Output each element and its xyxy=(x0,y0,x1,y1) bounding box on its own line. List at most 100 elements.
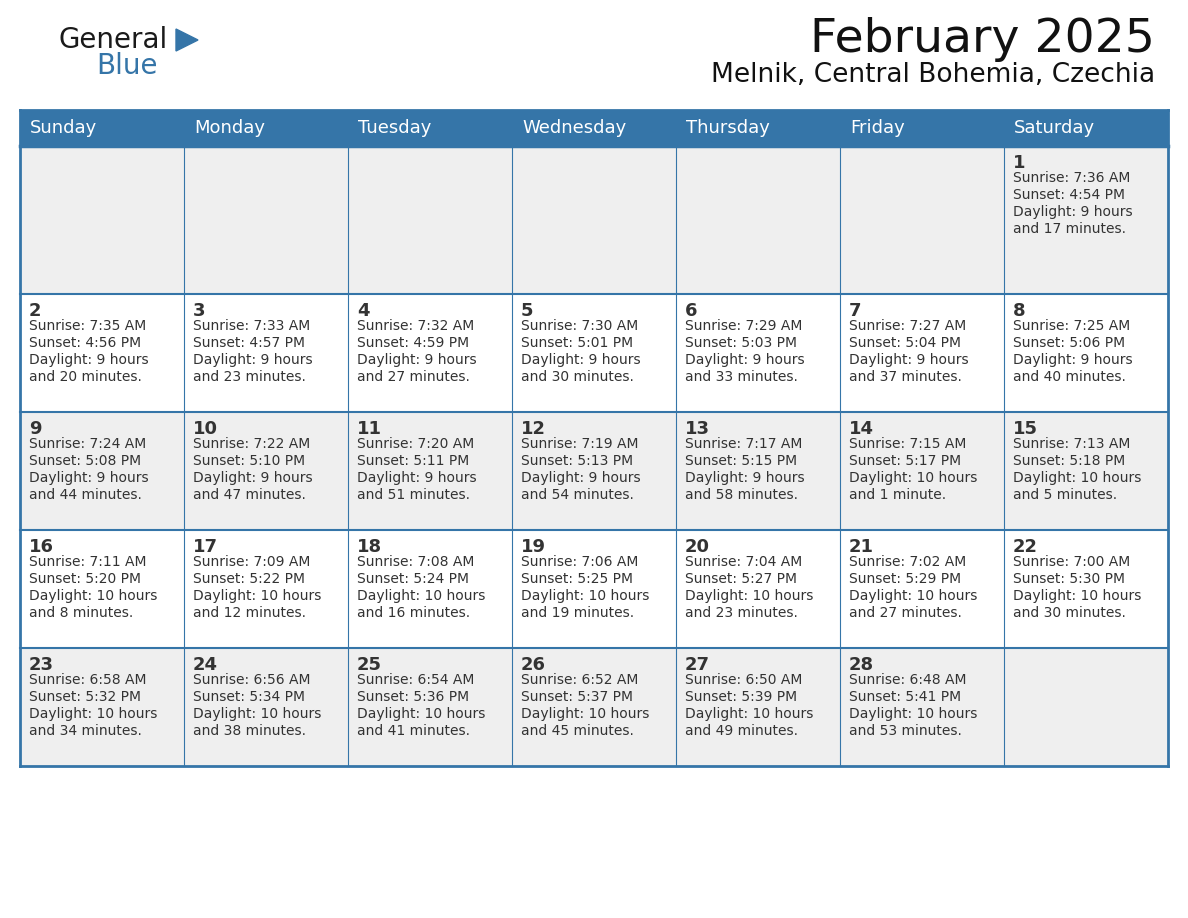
Text: and 38 minutes.: and 38 minutes. xyxy=(192,724,307,738)
Text: Daylight: 9 hours: Daylight: 9 hours xyxy=(29,353,148,367)
Text: Sunset: 5:39 PM: Sunset: 5:39 PM xyxy=(685,690,797,704)
Bar xyxy=(348,412,512,530)
Text: Sunset: 5:15 PM: Sunset: 5:15 PM xyxy=(685,454,797,468)
Text: Sunset: 5:04 PM: Sunset: 5:04 PM xyxy=(849,336,961,350)
Text: Saturday: Saturday xyxy=(1015,119,1095,137)
Bar xyxy=(512,412,676,530)
Text: and 5 minutes.: and 5 minutes. xyxy=(1013,488,1117,502)
Text: Sunset: 4:56 PM: Sunset: 4:56 PM xyxy=(29,336,141,350)
Text: Friday: Friday xyxy=(849,119,905,137)
Text: Sunset: 4:59 PM: Sunset: 4:59 PM xyxy=(358,336,469,350)
Text: Daylight: 10 hours: Daylight: 10 hours xyxy=(849,589,978,603)
Bar xyxy=(1004,412,1168,530)
Text: Sunset: 5:29 PM: Sunset: 5:29 PM xyxy=(849,572,961,586)
Text: Sunset: 5:36 PM: Sunset: 5:36 PM xyxy=(358,690,469,704)
Text: Sunset: 5:22 PM: Sunset: 5:22 PM xyxy=(192,572,305,586)
Text: Daylight: 10 hours: Daylight: 10 hours xyxy=(358,589,486,603)
Text: 22: 22 xyxy=(1013,538,1038,556)
Bar xyxy=(676,412,840,530)
Text: Sunset: 5:03 PM: Sunset: 5:03 PM xyxy=(685,336,797,350)
Text: Sunrise: 6:54 AM: Sunrise: 6:54 AM xyxy=(358,673,474,687)
Text: Sunset: 5:20 PM: Sunset: 5:20 PM xyxy=(29,572,141,586)
Text: Sunrise: 6:52 AM: Sunrise: 6:52 AM xyxy=(522,673,638,687)
Text: Sunset: 5:37 PM: Sunset: 5:37 PM xyxy=(522,690,633,704)
Bar xyxy=(1004,530,1168,648)
Bar xyxy=(184,648,348,766)
Text: Daylight: 9 hours: Daylight: 9 hours xyxy=(685,353,804,367)
Text: 25: 25 xyxy=(358,656,383,674)
Bar xyxy=(676,648,840,766)
Text: Sunrise: 7:00 AM: Sunrise: 7:00 AM xyxy=(1013,555,1130,569)
Bar xyxy=(20,294,184,412)
Text: 24: 24 xyxy=(192,656,219,674)
Text: and 23 minutes.: and 23 minutes. xyxy=(192,370,305,384)
Text: Daylight: 10 hours: Daylight: 10 hours xyxy=(849,471,978,485)
Text: Sunrise: 7:06 AM: Sunrise: 7:06 AM xyxy=(522,555,638,569)
Text: and 34 minutes.: and 34 minutes. xyxy=(29,724,141,738)
Text: Daylight: 9 hours: Daylight: 9 hours xyxy=(685,471,804,485)
Text: Daylight: 10 hours: Daylight: 10 hours xyxy=(29,707,157,721)
Text: Daylight: 9 hours: Daylight: 9 hours xyxy=(849,353,968,367)
Text: Sunrise: 7:08 AM: Sunrise: 7:08 AM xyxy=(358,555,474,569)
Bar xyxy=(1004,146,1168,294)
Text: 9: 9 xyxy=(29,420,42,438)
Text: and 20 minutes.: and 20 minutes. xyxy=(29,370,141,384)
Text: Sunrise: 6:58 AM: Sunrise: 6:58 AM xyxy=(29,673,146,687)
Text: 21: 21 xyxy=(849,538,874,556)
Bar xyxy=(676,294,840,412)
Text: Daylight: 10 hours: Daylight: 10 hours xyxy=(849,707,978,721)
Text: and 49 minutes.: and 49 minutes. xyxy=(685,724,798,738)
Text: Sunset: 5:13 PM: Sunset: 5:13 PM xyxy=(522,454,633,468)
Text: Wednesday: Wednesday xyxy=(522,119,626,137)
Bar xyxy=(512,648,676,766)
Text: Sunset: 5:18 PM: Sunset: 5:18 PM xyxy=(1013,454,1125,468)
Text: 23: 23 xyxy=(29,656,53,674)
Text: and 37 minutes.: and 37 minutes. xyxy=(849,370,962,384)
Text: Sunrise: 7:30 AM: Sunrise: 7:30 AM xyxy=(522,319,638,333)
Text: 11: 11 xyxy=(358,420,383,438)
Text: Daylight: 10 hours: Daylight: 10 hours xyxy=(522,589,650,603)
Text: Sunrise: 7:04 AM: Sunrise: 7:04 AM xyxy=(685,555,802,569)
Text: 19: 19 xyxy=(522,538,546,556)
Text: Daylight: 9 hours: Daylight: 9 hours xyxy=(29,471,148,485)
Text: 3: 3 xyxy=(192,302,206,320)
Text: Daylight: 10 hours: Daylight: 10 hours xyxy=(685,589,814,603)
Bar xyxy=(840,412,1004,530)
Text: and 40 minutes.: and 40 minutes. xyxy=(1013,370,1126,384)
Text: Daylight: 9 hours: Daylight: 9 hours xyxy=(1013,205,1132,219)
Text: Sunrise: 7:17 AM: Sunrise: 7:17 AM xyxy=(685,437,802,451)
Polygon shape xyxy=(176,29,198,51)
Bar xyxy=(20,412,184,530)
Bar xyxy=(348,648,512,766)
Text: and 8 minutes.: and 8 minutes. xyxy=(29,606,133,620)
Text: 18: 18 xyxy=(358,538,383,556)
Bar xyxy=(1004,294,1168,412)
Text: Daylight: 9 hours: Daylight: 9 hours xyxy=(522,353,640,367)
Text: Daylight: 9 hours: Daylight: 9 hours xyxy=(192,471,312,485)
Text: General: General xyxy=(58,26,168,54)
Text: and 53 minutes.: and 53 minutes. xyxy=(849,724,962,738)
Text: 4: 4 xyxy=(358,302,369,320)
Text: 26: 26 xyxy=(522,656,546,674)
Text: 10: 10 xyxy=(192,420,219,438)
Bar xyxy=(512,294,676,412)
Text: and 33 minutes.: and 33 minutes. xyxy=(685,370,798,384)
Text: and 47 minutes.: and 47 minutes. xyxy=(192,488,305,502)
Bar xyxy=(676,146,840,294)
Bar xyxy=(20,110,1168,146)
Bar xyxy=(184,530,348,648)
Text: and 30 minutes.: and 30 minutes. xyxy=(1013,606,1126,620)
Text: and 19 minutes.: and 19 minutes. xyxy=(522,606,634,620)
Text: Sunrise: 6:56 AM: Sunrise: 6:56 AM xyxy=(192,673,310,687)
Text: Sunset: 4:54 PM: Sunset: 4:54 PM xyxy=(1013,188,1125,202)
Bar xyxy=(348,146,512,294)
Text: Sunset: 5:27 PM: Sunset: 5:27 PM xyxy=(685,572,797,586)
Text: Sunrise: 7:02 AM: Sunrise: 7:02 AM xyxy=(849,555,966,569)
Text: 28: 28 xyxy=(849,656,874,674)
Text: Daylight: 9 hours: Daylight: 9 hours xyxy=(522,471,640,485)
Text: 6: 6 xyxy=(685,302,697,320)
Text: Sunset: 5:11 PM: Sunset: 5:11 PM xyxy=(358,454,469,468)
Text: and 27 minutes.: and 27 minutes. xyxy=(358,370,470,384)
Text: and 51 minutes.: and 51 minutes. xyxy=(358,488,470,502)
Text: Sunrise: 7:25 AM: Sunrise: 7:25 AM xyxy=(1013,319,1130,333)
